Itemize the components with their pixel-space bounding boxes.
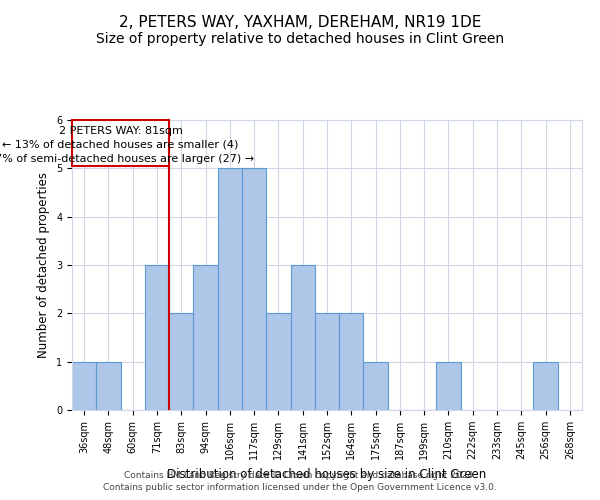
- Bar: [193, 265, 218, 410]
- Bar: [533, 362, 558, 410]
- Bar: [169, 314, 193, 410]
- Bar: [218, 168, 242, 410]
- Bar: [266, 314, 290, 410]
- X-axis label: Distribution of detached houses by size in Clint Green: Distribution of detached houses by size …: [167, 468, 487, 480]
- Text: Contains HM Land Registry data © Crown copyright and database right 2024.: Contains HM Land Registry data © Crown c…: [124, 471, 476, 480]
- Text: Contains public sector information licensed under the Open Government Licence v3: Contains public sector information licen…: [103, 484, 497, 492]
- Bar: [290, 265, 315, 410]
- Bar: [242, 168, 266, 410]
- Text: ← 13% of detached houses are smaller (4): ← 13% of detached houses are smaller (4): [2, 139, 239, 149]
- Text: 2, PETERS WAY, YAXHAM, DEREHAM, NR19 1DE: 2, PETERS WAY, YAXHAM, DEREHAM, NR19 1DE: [119, 15, 481, 30]
- Text: 87% of semi-detached houses are larger (27) →: 87% of semi-detached houses are larger (…: [0, 154, 254, 164]
- Y-axis label: Number of detached properties: Number of detached properties: [37, 172, 50, 358]
- Bar: [315, 314, 339, 410]
- Bar: [96, 362, 121, 410]
- Bar: [339, 314, 364, 410]
- Bar: [145, 265, 169, 410]
- Bar: [436, 362, 461, 410]
- Bar: [364, 362, 388, 410]
- Text: Size of property relative to detached houses in Clint Green: Size of property relative to detached ho…: [96, 32, 504, 46]
- Text: 2 PETERS WAY: 81sqm: 2 PETERS WAY: 81sqm: [59, 126, 182, 136]
- FancyBboxPatch shape: [72, 120, 169, 166]
- Bar: [72, 362, 96, 410]
